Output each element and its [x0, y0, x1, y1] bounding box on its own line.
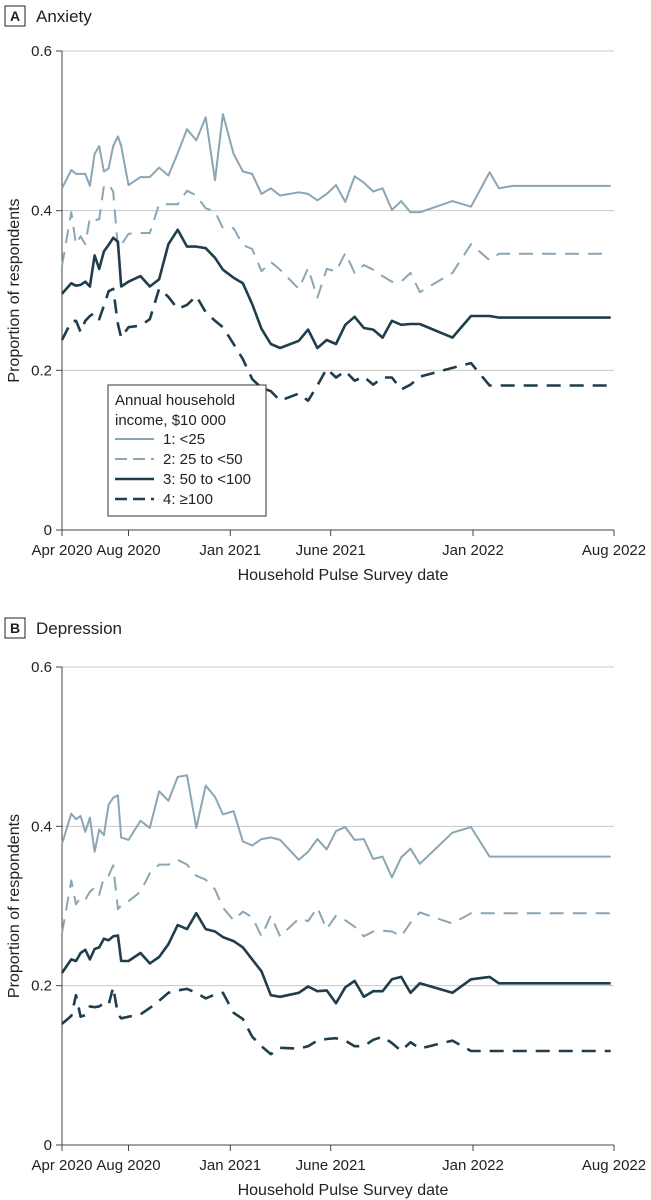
- y-tick-label: 0.2: [31, 362, 52, 379]
- y-tick-label: 0.2: [31, 978, 52, 995]
- panel-badge: [4, 617, 26, 639]
- chart-panel-a: A Anxiety 0 0.2 0.4 0.6 Apr 2020 Aug 2020 Jan 20…: [4, 5, 646, 584]
- legend-title: income, $10 000: [115, 412, 226, 429]
- y-tick-label: 0.6: [31, 659, 52, 676]
- x-axis-label: Household Pulse Survey date: [238, 567, 449, 584]
- y-tick-label: 0: [44, 522, 52, 539]
- legend-box: [107, 384, 267, 517]
- panel-title: Depression: [36, 619, 122, 638]
- x-tick-label: Jan 2021: [199, 1157, 261, 1174]
- x-tick-label: Apr 2020: [32, 542, 93, 559]
- panel-letter: A: [10, 8, 20, 24]
- series-line-4: [60, 287, 611, 403]
- panel-title: Anxiety: [36, 7, 92, 26]
- series-line-4: [61, 985, 611, 1056]
- legend-title: Annual household: [115, 392, 235, 409]
- x-tick-label: Aug 2020: [96, 542, 160, 559]
- x-tick-label: June 2021: [296, 542, 366, 559]
- series-line-3: [60, 911, 611, 1005]
- series-line-2: [61, 183, 611, 299]
- legend-entry: 3: 50 to <100: [163, 471, 251, 488]
- x-tick-label: Aug 2022: [582, 542, 646, 559]
- y-axis-label: Proportion of respondents: [6, 814, 23, 998]
- x-tick-label: Jan 2022: [442, 542, 504, 559]
- series-line-3: [61, 228, 611, 350]
- legend-entry: 4: ≥100: [163, 491, 213, 508]
- x-tick-label: Apr 2020: [32, 1157, 93, 1174]
- series-line-1: [61, 113, 611, 214]
- panel-letter: B: [10, 620, 20, 636]
- y-axis-label: Proportion of respondents: [6, 198, 23, 382]
- x-tick-label: Aug 2020: [96, 1157, 160, 1174]
- x-tick-label: Jan 2021: [199, 542, 261, 559]
- x-tick-label: June 2021: [296, 1157, 366, 1174]
- y-tick-label: 0: [44, 1137, 52, 1154]
- panel-badge: [4, 5, 26, 27]
- y-tick-label: 0.4: [31, 818, 52, 835]
- chart-panel-b: B Depression 0 0.2 0.4 0.6 Apr 2020 Aug 2020 Jan…: [4, 617, 646, 1199]
- series-line-2: [61, 858, 611, 938]
- y-tick-label: 0.6: [31, 43, 52, 60]
- legend-entry: 2: 25 to <50: [163, 451, 243, 468]
- y-tick-label: 0.4: [31, 203, 52, 220]
- series-line-1: [61, 774, 611, 879]
- legend-entry: 1: <25: [163, 431, 205, 448]
- x-tick-label: Jan 2022: [442, 1157, 504, 1174]
- legend: Annual household income, $10 000 1: <25 2: …: [107, 384, 267, 517]
- x-tick-label: Aug 2022: [582, 1157, 646, 1174]
- x-axis-label: Household Pulse Survey date: [238, 1182, 449, 1199]
